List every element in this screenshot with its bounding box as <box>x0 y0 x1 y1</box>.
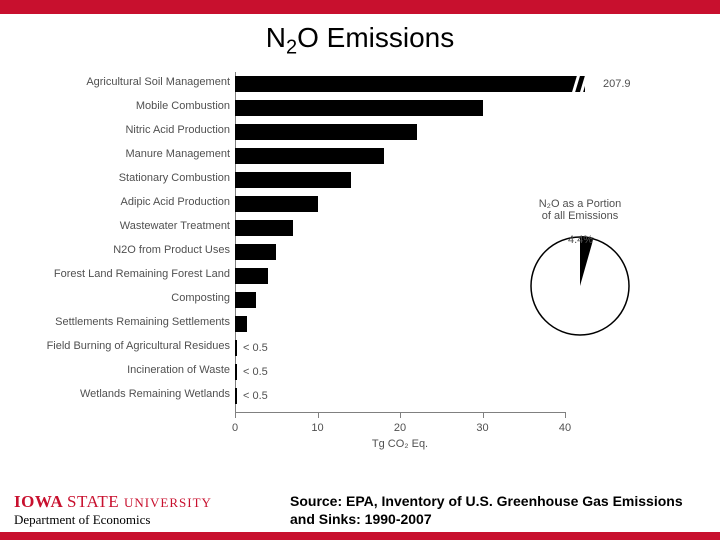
bar-note: < 0.5 <box>243 366 268 378</box>
source-citation: Source: EPA, Inventory of U.S. Greenhous… <box>290 493 710 528</box>
bar-label: Nitric Acid Production <box>20 124 230 136</box>
bar-label: Stationary Combustion <box>20 172 230 184</box>
x-tick-label: 40 <box>559 422 571 434</box>
bar <box>235 388 237 404</box>
x-tick <box>565 412 566 418</box>
logo-iowa: IOWA <box>14 492 62 511</box>
bar-label: Composting <box>20 292 230 304</box>
bar-note: < 0.5 <box>243 342 268 354</box>
bar <box>235 172 351 188</box>
bar <box>235 196 318 212</box>
logo-university: UNIVERSITY <box>124 495 212 510</box>
y-axis <box>235 72 236 412</box>
bar-label: Forest Land Remaining Forest Land <box>20 268 230 280</box>
x-tick-label: 20 <box>394 422 406 434</box>
bar-label: Manure Management <box>20 148 230 160</box>
university-logo: IOWA STATE UNIVERSITY <box>14 492 212 512</box>
bar-label: Wetlands Remaining Wetlands <box>20 388 230 400</box>
pie-label: N₂O as a Portionof all Emissions <box>520 198 640 222</box>
bar-label: N2O from Product Uses <box>20 244 230 256</box>
x-tick-label: 10 <box>311 422 323 434</box>
x-tick-label: 0 <box>232 422 238 434</box>
bar <box>235 124 417 140</box>
bar-chart-plot: 207.9< 0.5< 0.5< 0.5010203040Tg CO₂ Eq. <box>235 72 565 413</box>
pie-chart-area <box>530 236 630 336</box>
x-tick-label: 30 <box>476 422 488 434</box>
x-tick <box>400 412 401 418</box>
top-brand-bar <box>0 0 720 14</box>
logo-state: STATE <box>67 492 119 511</box>
bar <box>235 268 268 284</box>
pie-chart <box>530 236 630 336</box>
x-tick <box>235 412 236 418</box>
bar-label: Settlements Remaining Settlements <box>20 316 230 328</box>
bar-note: < 0.5 <box>243 390 268 402</box>
axis-break-icon <box>571 74 591 101</box>
bar-value-annotation: 207.9 <box>603 78 631 90</box>
bar-label: Mobile Combustion <box>20 100 230 112</box>
bar <box>235 100 483 116</box>
slide-title: N2O Emissions <box>0 22 720 60</box>
bar <box>235 244 276 260</box>
department-label: Department of Economics <box>14 512 150 528</box>
bar-label: Agricultural Soil Management <box>20 76 230 88</box>
bar <box>235 220 293 236</box>
pie-percent-label: 4.4% <box>568 234 593 246</box>
bar <box>235 76 585 92</box>
footer: IOWA STATE UNIVERSITY Department of Econ… <box>0 480 720 540</box>
bar <box>235 316 247 332</box>
bar <box>235 364 237 380</box>
bar-label: Adipic Acid Production <box>20 196 230 208</box>
bar-label: Incineration of Waste <box>20 364 230 376</box>
x-axis-title: Tg CO₂ Eq. <box>372 438 428 450</box>
bar <box>235 148 384 164</box>
x-tick <box>318 412 319 418</box>
footer-brand-bar <box>0 532 720 540</box>
bar <box>235 292 256 308</box>
bar-label: Field Burning of Agricultural Residues <box>20 340 230 352</box>
chart-container: 207.9< 0.5< 0.5< 0.5010203040Tg CO₂ Eq. … <box>20 66 700 476</box>
x-tick <box>483 412 484 418</box>
bar-label: Wastewater Treatment <box>20 220 230 232</box>
bar <box>235 340 237 356</box>
